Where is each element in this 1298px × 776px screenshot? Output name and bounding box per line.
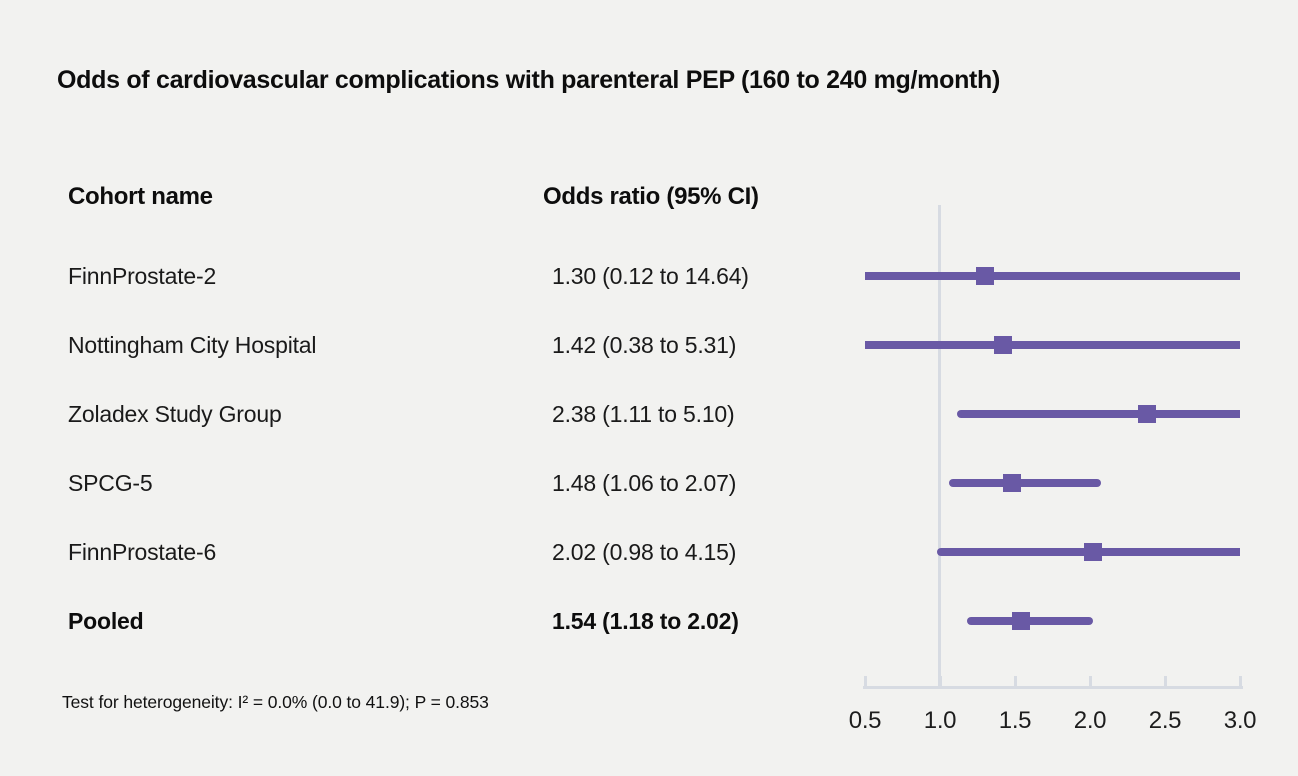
- ci-line: [949, 479, 1101, 487]
- heterogeneity-footnote: Test for heterogeneity: I² = 0.0% (0.0 t…: [62, 692, 489, 712]
- ci-line: [865, 341, 1240, 349]
- cohort-label: FinnProstate-2: [68, 263, 217, 289]
- or-marker-pooled: [1012, 612, 1030, 630]
- ci-line: [956, 410, 1240, 418]
- reference-line: [938, 205, 941, 689]
- axis-tick: [938, 676, 942, 689]
- or-marker: [1003, 474, 1021, 492]
- column-header-cohort: Cohort name: [68, 183, 213, 210]
- odds-ratio-value: 2.38 (1.11 to 5.10): [552, 401, 735, 427]
- axis-tick: [1088, 676, 1092, 689]
- axis-tick: [1013, 676, 1017, 689]
- axis-tick-label: 2.5: [1148, 707, 1182, 734]
- axis-tick-label: 1.0: [923, 707, 957, 734]
- x-axis-line: [863, 686, 1243, 689]
- or-marker: [976, 267, 994, 285]
- odds-ratio-value: 1.48 (1.06 to 2.07): [552, 470, 737, 496]
- axis-tick-label: 0.5: [848, 707, 882, 734]
- axis-tick-label: 3.0: [1223, 707, 1257, 734]
- odds-ratio-value: 2.02 (0.98 to 4.15): [552, 539, 737, 565]
- ci-line: [865, 272, 1240, 280]
- axis-tick-label: 2.0: [1073, 707, 1107, 734]
- page-title: Odds of cardiovascular complications wit…: [57, 66, 1001, 94]
- column-header-odds-ratio: Odds ratio (95% CI): [543, 183, 759, 210]
- axis-tick: [1238, 676, 1242, 689]
- ci-line: [967, 617, 1093, 625]
- cohort-label: Zoladex Study Group: [68, 401, 282, 427]
- cohort-label: FinnProstate-6: [68, 539, 217, 565]
- odds-ratio-value: 1.42 (0.38 to 5.31): [552, 332, 737, 358]
- or-marker: [994, 336, 1012, 354]
- odds-ratio-value-pooled: 1.54 (1.18 to 2.02): [552, 608, 739, 634]
- axis-tick: [863, 676, 867, 689]
- or-marker: [1084, 543, 1102, 561]
- axis-tick: [1163, 676, 1167, 689]
- cohort-label: SPCG-5: [68, 470, 153, 496]
- or-marker: [1138, 405, 1156, 423]
- cohort-label: Nottingham City Hospital: [68, 332, 317, 358]
- odds-ratio-value: 1.30 (0.12 to 14.64): [552, 263, 749, 289]
- axis-tick-label: 1.5: [998, 707, 1032, 734]
- cohort-label-pooled: Pooled: [68, 608, 144, 634]
